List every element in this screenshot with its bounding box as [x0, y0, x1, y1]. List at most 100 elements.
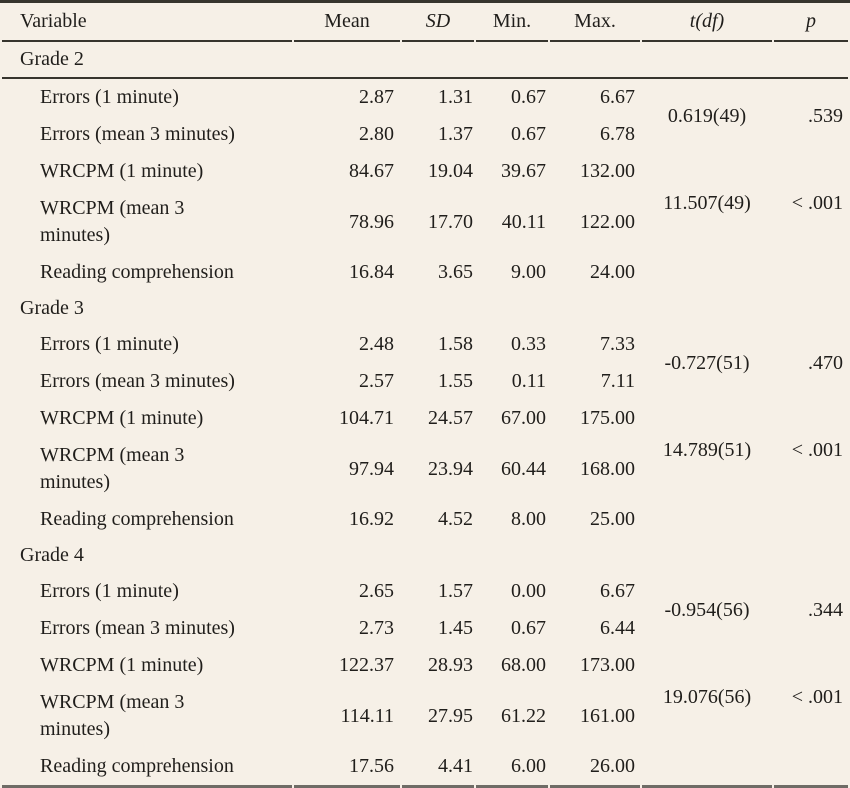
mean-value: 114.11 — [340, 704, 394, 727]
mean-value: 84.67 — [349, 160, 394, 182]
variable-label: WRCPM (1 minute) — [40, 160, 204, 182]
tdf-value: 11.507(49) — [663, 192, 751, 214]
data-row: WRCPM (mean 3 minutes) 78.96 17.70 40.11 122… — [2, 190, 848, 254]
col-header-max: Max. — [550, 3, 640, 42]
sd-value: 24.57 — [428, 407, 473, 429]
table-body: Grade 2 Errors (1 minute) 2.87 1.31 0.67 6.67… — [2, 42, 848, 788]
variable-label: WRCPM (1 minute) — [40, 407, 204, 429]
max-value: 168.00 — [580, 457, 635, 480]
tdf-value: -0.727(51) — [664, 351, 750, 374]
mean-value: 104.71 — [339, 407, 394, 429]
data-row: WRCPM (1 minute) 104.71 24.57 67.00 175.00 14… — [2, 400, 848, 461]
mean-value: 2.65 — [359, 580, 394, 602]
max-value: 173.00 — [580, 654, 635, 676]
tdf-empty — [642, 254, 772, 291]
sd-value: 4.41 — [402, 748, 474, 788]
tdf-value: 0.619(49) — [667, 104, 747, 127]
variable-label: Errors (1 minute) — [40, 333, 179, 355]
max-value: 26.00 — [550, 748, 640, 788]
data-row: Errors (1 minute) 2.65 1.57 0.00 6.67 -0.954(… — [2, 573, 848, 621]
min-value: 60.44 — [501, 457, 546, 480]
max-value: 6.78 — [600, 123, 635, 145]
variable-label: Reading comprehension — [40, 261, 234, 283]
min-value: 39.67 — [501, 160, 546, 182]
p-value: < .001 — [791, 686, 843, 708]
sd-value: 28.93 — [428, 654, 473, 676]
max-value: 7.33 — [600, 333, 635, 355]
variable-label: WRCPM (1 minute) — [40, 654, 204, 676]
p-value: .344 — [808, 598, 843, 621]
variable-label: Reading comprehension — [2, 748, 292, 788]
sd-value: 3.65 — [438, 261, 473, 283]
min-value: 8.00 — [511, 508, 546, 530]
data-row: Reading comprehension 16.92 4.52 8.00 25.00 — [2, 501, 848, 538]
mean-value: 16.84 — [349, 261, 394, 283]
data-row: Errors (mean 3 minutes) 2.57 1.55 0.11 7.11 — [2, 363, 848, 400]
mean-value: 78.96 — [349, 210, 394, 233]
p-value: < .001 — [791, 439, 843, 461]
mean-value: 2.48 — [359, 333, 394, 355]
variable-label: Errors (mean 3 minutes) — [40, 123, 235, 145]
min-value: 0.67 — [511, 123, 546, 145]
mean-value: 2.80 — [359, 123, 394, 145]
data-row: WRCPM (1 minute) 84.67 19.04 39.67 132.00 11.… — [2, 153, 848, 214]
data-row: WRCPM (mean 3 minutes) 97.94 23.94 60.44 168… — [2, 437, 848, 501]
sd-value: 1.57 — [438, 580, 473, 602]
min-value: 67.00 — [501, 407, 546, 429]
max-value: 175.00 — [580, 407, 635, 429]
sd-value: 27.95 — [428, 704, 473, 727]
variable-label: Reading comprehension — [40, 508, 234, 530]
max-value: 6.44 — [600, 617, 635, 639]
sd-value: 17.70 — [428, 210, 473, 233]
data-row: Reading comprehension 17.56 4.41 6.00 26.00 — [2, 748, 848, 788]
min-value: 0.67 — [511, 86, 546, 108]
sd-value: 1.55 — [438, 370, 473, 392]
sd-value: 4.52 — [438, 508, 473, 530]
max-value: 6.67 — [600, 86, 635, 108]
min-value: 0.11 — [511, 370, 546, 392]
group-label: Grade 2 — [2, 42, 848, 79]
tdf-value: 19.076(56) — [662, 686, 752, 708]
min-value: 68.00 — [501, 654, 546, 676]
sd-value: 1.58 — [438, 333, 473, 355]
max-value: 25.00 — [590, 508, 635, 530]
data-row: Errors (1 minute) 2.48 1.58 0.33 7.33 -0.727(… — [2, 326, 848, 374]
col-header-p: p — [774, 3, 848, 42]
max-value: 161.00 — [580, 704, 635, 727]
mean-value: 2.57 — [359, 370, 394, 392]
min-value: 40.11 — [501, 210, 546, 233]
tdf-empty — [642, 748, 772, 788]
col-header-sd: SD — [402, 3, 474, 42]
variable-label: WRCPM (mean 3 minutes) — [40, 444, 185, 493]
group-label: Grade 3 — [20, 297, 84, 319]
col-header-mean: Mean — [294, 3, 400, 42]
min-value: 61.22 — [501, 704, 546, 727]
mean-value: 2.73 — [359, 617, 394, 639]
mean-value: 16.92 — [349, 508, 394, 530]
variable-label: Errors (mean 3 minutes) — [40, 370, 235, 392]
max-value: 122.00 — [580, 210, 635, 233]
col-header-tdf: t(df) — [642, 3, 772, 42]
mean-value: 122.37 — [339, 654, 394, 676]
sd-value: 23.94 — [428, 457, 473, 480]
group-label: Grade 4 — [20, 544, 84, 566]
p-value: < .001 — [791, 192, 843, 214]
sd-value: 1.37 — [438, 123, 473, 145]
tdf-value: -0.954(56) — [664, 598, 750, 621]
mean-value: 97.94 — [349, 457, 394, 480]
sd-value: 19.04 — [428, 160, 473, 182]
min-value: 0.33 — [511, 333, 546, 355]
sd-value: 1.45 — [438, 617, 473, 639]
min-value: 0.67 — [511, 617, 546, 639]
group-row: Grade 2 — [2, 42, 848, 79]
min-value: 0.00 — [511, 580, 546, 602]
max-value: 7.11 — [600, 370, 635, 392]
data-row: Errors (mean 3 minutes) 2.80 1.37 0.67 6.78 — [2, 116, 848, 153]
p-empty — [774, 748, 848, 788]
col-header-variable: Variable — [2, 3, 292, 42]
tdf-value: 14.789(51) — [662, 439, 752, 461]
group-row: Grade 4 — [2, 538, 848, 573]
variable-label: Errors (1 minute) — [40, 580, 179, 602]
data-row: Errors (1 minute) 2.87 1.31 0.67 6.67 0.619(4… — [2, 79, 848, 127]
